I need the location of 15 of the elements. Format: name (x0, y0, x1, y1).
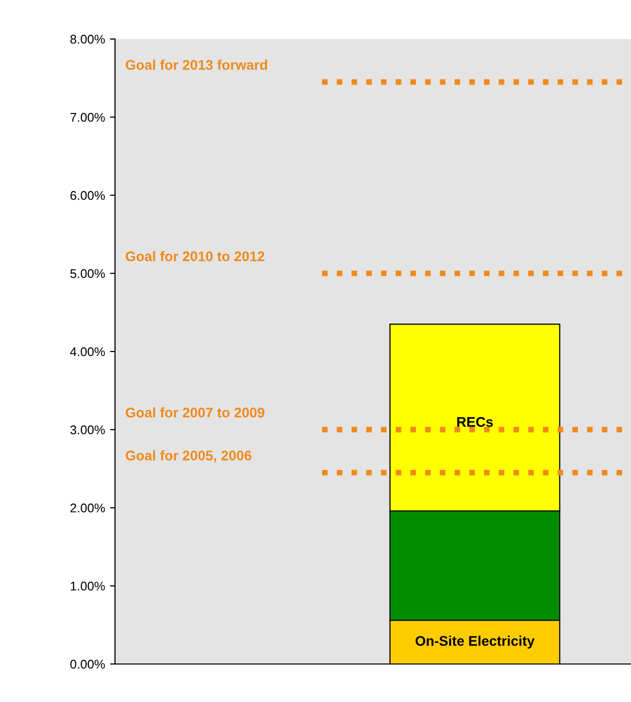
ref-line-label: Goal for 2010 to 2012 (126, 251, 264, 262)
y-tick-label: 3.00% (70, 425, 105, 434)
y-tick-label: 0.00% (70, 660, 105, 669)
y-tick-label: 5.00% (70, 269, 105, 278)
ref-line-label: Goal for 2013 forward (126, 60, 268, 70)
y-tick-label: 8.00% (70, 34, 105, 44)
series-label: RECs (457, 417, 493, 427)
y-tick-label: 2.00% (70, 504, 105, 512)
y-tick-label: 4.00% (70, 347, 105, 356)
y-tick-label: 6.00% (70, 191, 105, 200)
y-tick-label: 1.00% (70, 582, 105, 591)
y-tick-label: 7.00% (70, 112, 105, 122)
ref-line-label: Goal for 2007 to 2009 (126, 407, 264, 418)
ref-line-label: Goal for 2005, 2006 (126, 450, 252, 462)
series-label: On-Site Electricity (416, 636, 535, 649)
